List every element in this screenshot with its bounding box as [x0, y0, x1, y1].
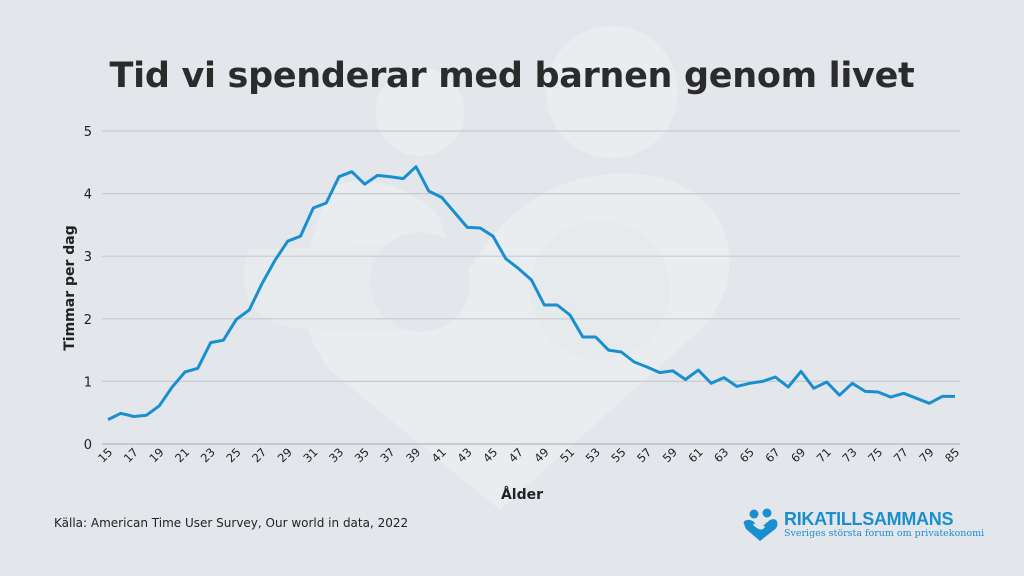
x-axis-label: Ålder — [501, 486, 543, 503]
x-tick-label: 75 — [865, 445, 885, 465]
y-tick-label: 4 — [84, 188, 92, 203]
brand-logo: RIKATILLSAMMANS Sveriges största forum o… — [740, 508, 984, 542]
x-tick-label: 65 — [737, 445, 757, 465]
x-tick-label: 27 — [249, 445, 269, 465]
x-tick-label: 69 — [788, 445, 808, 465]
x-tick-label: 53 — [583, 445, 603, 465]
logo-name: RIKATILLSAMMANS — [784, 509, 954, 529]
x-tick-label: 77 — [891, 445, 911, 465]
series-line — [107, 165, 955, 421]
chart-title: Tid vi spenderar med barnen genom livet — [109, 56, 915, 96]
x-tick-label: 67 — [762, 445, 782, 465]
x-tick-label: 23 — [198, 445, 218, 465]
y-tick-label: 3 — [84, 250, 92, 265]
x-tick-label: 47 — [506, 445, 526, 465]
x-tick-label: 79 — [916, 445, 936, 465]
y-axis-label: Timmar per dag — [62, 225, 78, 351]
x-tick-label: 29 — [275, 445, 295, 465]
x-tick-label: 85 — [942, 445, 962, 465]
x-tick-label: 59 — [660, 445, 680, 465]
heart-people-icon — [743, 508, 778, 541]
x-tick-label: 73 — [839, 445, 859, 465]
y-tick-label: 1 — [84, 375, 92, 390]
source-note: Källa: American Time User Survey, Our wo… — [54, 516, 409, 530]
x-tick-label: 71 — [814, 445, 834, 465]
logo-tagline: Sveriges största forum om privatekonomi — [784, 528, 985, 539]
x-tick-label: 55 — [608, 445, 628, 465]
x-tick-label: 31 — [300, 445, 320, 465]
x-tick-label: 19 — [146, 445, 166, 465]
x-tick-label: 41 — [429, 445, 449, 465]
x-tick-label: 33 — [326, 445, 346, 465]
y-tick-label: 2 — [84, 313, 92, 328]
x-tick-label: 21 — [172, 445, 192, 465]
x-tick-label: 25 — [223, 445, 243, 465]
x-tick-label: 51 — [557, 445, 577, 465]
x-tick-label: 63 — [711, 445, 731, 465]
x-tick-label: 15 — [95, 445, 115, 465]
x-tick-label: 39 — [403, 445, 423, 465]
x-tick-label: 61 — [685, 445, 705, 465]
x-tick-label: 17 — [121, 445, 141, 465]
x-tick-label: 57 — [634, 445, 654, 465]
x-tick-label: 49 — [531, 445, 551, 465]
x-tick-label: 35 — [352, 445, 372, 465]
y-tick-label: 0 — [84, 438, 92, 453]
x-tick-label: 37 — [377, 445, 397, 465]
x-tick-label: 43 — [454, 445, 474, 465]
x-tick-label: 45 — [480, 445, 500, 465]
y-tick-label: 5 — [84, 125, 92, 140]
